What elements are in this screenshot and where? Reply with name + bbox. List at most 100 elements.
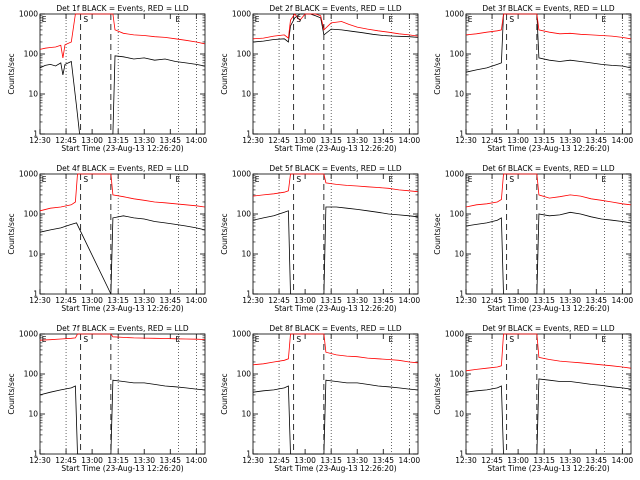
x-tick-label: 12:30 — [455, 136, 477, 145]
y-tick-label: 1 — [33, 130, 38, 139]
plot-frame — [252, 333, 419, 455]
y-tick-label: 1 — [246, 130, 251, 139]
x-tick-label: 13:30 — [559, 136, 581, 145]
y-axis-label: Counts/sec — [7, 373, 16, 414]
x-axis-label: Start Time (23-Aug-13 12:26:20) — [274, 464, 396, 473]
x-tick-label: 13:30 — [346, 296, 368, 305]
panel-det-4: Det 4f BLACK = Events, RED = LLD 1 10 100 10… — [7, 164, 207, 313]
y-tick-label: 10 — [28, 410, 38, 419]
panel-title: Det 5f BLACK = Events, RED = LLD — [269, 164, 402, 173]
panel-title: Det 7f BLACK = Events, RED = LLD — [56, 324, 189, 333]
x-tick-label: 13:00 — [81, 456, 103, 465]
lld-series-line — [465, 13, 631, 40]
x-tick-label: 14:00 — [186, 456, 208, 465]
event-marker-e: E — [255, 15, 260, 24]
lld-series-line — [39, 13, 205, 58]
x-tick-label: 12:45 — [481, 456, 503, 465]
x-tick-label: 13:30 — [559, 296, 581, 305]
panel-title: Det 4f BLACK = Events, RED = LLD — [56, 164, 189, 173]
panel-title: Det 8f BLACK = Events, RED = LLD — [269, 324, 402, 333]
x-tick-label: 13:00 — [294, 456, 316, 465]
x-tick-label: 13:15 — [533, 456, 555, 465]
x-tick-label: 14:00 — [612, 456, 634, 465]
events-series-line — [465, 211, 631, 295]
x-tick-label: 13:45 — [159, 456, 181, 465]
y-axis-label: Counts/sec — [433, 53, 442, 94]
panel-det-7: Det 7f BLACK = Events, RED = LLD 1 10 100 10… — [7, 324, 207, 473]
x-tick-label: 13:00 — [294, 296, 316, 305]
plot-frame — [252, 173, 419, 295]
y-tick-label: 10 — [454, 90, 464, 99]
y-tick-label: 10 — [28, 90, 38, 99]
x-tick-label: 13:15 — [107, 456, 129, 465]
x-tick-label: 12:30 — [242, 456, 264, 465]
events-series-line — [252, 206, 418, 295]
x-tick-label: 13:00 — [507, 296, 529, 305]
y-tick-label: 1 — [33, 290, 38, 299]
y-tick-label: 1000 — [232, 10, 251, 19]
x-tick-label: 12:45 — [268, 136, 290, 145]
event-marker-e: E — [388, 335, 393, 344]
x-tick-label: 12:45 — [55, 136, 77, 145]
event-marker-s: S — [83, 175, 88, 184]
y-tick-label: 100 — [237, 370, 252, 379]
x-tick-label: 13:30 — [133, 456, 155, 465]
events-series-line — [252, 379, 418, 455]
plot-frame — [39, 173, 206, 295]
x-tick-label: 14:00 — [399, 456, 421, 465]
y-tick-label: 100 — [24, 210, 39, 219]
x-tick-label: 13:15 — [107, 136, 129, 145]
events-series-line — [465, 378, 631, 455]
y-tick-label: 1 — [246, 450, 251, 459]
event-marker-s: S — [83, 15, 88, 24]
event-marker-s: S — [296, 175, 301, 184]
x-axis-label: Start Time (23-Aug-13 12:26:20) — [61, 304, 183, 313]
plot-frame — [465, 173, 632, 295]
x-tick-label: 12:30 — [29, 136, 51, 145]
events-series-line — [39, 215, 205, 295]
x-tick-label: 13:15 — [320, 456, 342, 465]
x-tick-label: 13:45 — [585, 296, 607, 305]
lld-series-line — [252, 333, 418, 366]
event-marker-s: S — [296, 15, 301, 24]
x-tick-label: 13:30 — [133, 136, 155, 145]
y-tick-label: 1000 — [445, 170, 464, 179]
y-tick-label: 10 — [454, 250, 464, 259]
x-tick-label: 13:30 — [346, 456, 368, 465]
x-tick-label: 13:00 — [81, 136, 103, 145]
x-tick-label: 12:30 — [29, 456, 51, 465]
plot-frame — [39, 13, 206, 135]
x-tick-label: 12:30 — [29, 296, 51, 305]
x-tick-label: 14:00 — [399, 136, 421, 145]
y-axis-label: Counts/sec — [7, 53, 16, 94]
events-series-line — [39, 379, 205, 455]
y-tick-label: 1 — [459, 450, 464, 459]
x-tick-label: 12:45 — [481, 296, 503, 305]
y-tick-label: 1 — [33, 450, 38, 459]
x-tick-label: 12:30 — [242, 136, 264, 145]
panel-title: Det 9f BLACK = Events, RED = LLD — [482, 324, 615, 333]
x-axis-label: Start Time (23-Aug-13 12:26:20) — [487, 144, 609, 153]
x-tick-label: 13:45 — [585, 136, 607, 145]
y-tick-label: 10 — [454, 410, 464, 419]
x-tick-label: 12:30 — [455, 456, 477, 465]
event-marker-e: E — [42, 335, 47, 344]
y-tick-label: 1 — [459, 290, 464, 299]
events-series-line — [39, 55, 205, 135]
events-series-line — [252, 13, 418, 43]
x-tick-label: 13:00 — [81, 296, 103, 305]
x-tick-label: 14:00 — [186, 136, 208, 145]
x-tick-label: 12:45 — [481, 136, 503, 145]
y-tick-label: 1000 — [19, 170, 38, 179]
x-axis-label: Start Time (23-Aug-13 12:26:20) — [274, 144, 396, 153]
x-axis-label: Start Time (23-Aug-13 12:26:20) — [487, 464, 609, 473]
x-tick-label: 13:30 — [133, 296, 155, 305]
lld-series-line — [39, 173, 205, 212]
x-tick-label: 13:15 — [533, 136, 555, 145]
y-tick-label: 10 — [241, 250, 251, 259]
event-marker-e: E — [601, 175, 606, 184]
panel-det-3: Det 3f BLACK = Events, RED = LLD 1 10 100 10… — [433, 4, 633, 153]
panel-title: Det 6f BLACK = Events, RED = LLD — [482, 164, 615, 173]
y-tick-label: 100 — [24, 370, 39, 379]
y-tick-label: 10 — [241, 410, 251, 419]
